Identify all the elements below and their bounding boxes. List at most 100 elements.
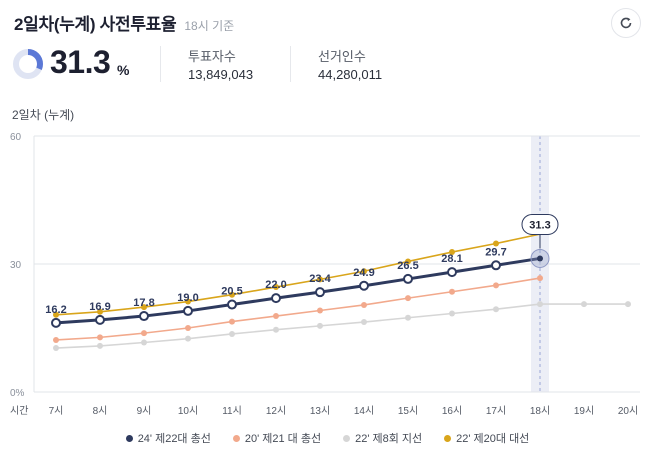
voters-label: 투표자수 [188,49,236,64]
x-tick-label: 9시 [137,405,152,417]
refresh-button[interactable] [611,8,641,38]
data-point [141,339,147,346]
data-point [493,306,499,313]
turnout-line-chart: 60 30 0% 시간 7시 8시 9시 10시 11시 12시 13시 14시 15시 16시 17시 18… [10,132,640,417]
data-point [141,330,147,337]
data-point [317,322,323,329]
data-point [141,304,147,311]
x-tick-label: 10시 [178,405,198,417]
legend-item[interactable]: 22' 제20대 대선 [444,430,529,446]
legend-label: 20' 제21 대 총선 [244,433,322,445]
electorate-label: 선거인수 [318,49,366,64]
electorate-value: 44,280,011 [318,67,383,82]
data-label: 16.9 [89,301,110,313]
data-label: 23.4 [309,273,331,285]
turnout-rate: 31.3 [50,44,111,80]
data-point [97,308,103,315]
data-label: 19.0 [177,292,198,304]
data-point [491,260,501,271]
series-line [55,256,541,325]
data-point [405,295,411,302]
divider [160,46,161,82]
legend-swatch [125,434,133,442]
x-axis-name: 시간 [10,405,28,417]
x-tick-label: 18시 [530,405,550,417]
x-tick-label: 16시 [442,405,462,417]
data-label: 26.5 [397,260,418,272]
data-point [273,313,279,320]
data-point [273,326,279,333]
x-tick-label: 12시 [266,405,286,417]
legend-swatch [232,434,240,442]
series-line [55,233,541,316]
data-point [361,268,367,275]
highlight-point [537,255,543,262]
time-note: 18시 기준 [184,19,235,33]
data-label: 20.5 [221,286,242,298]
turnout-rate-unit: % [117,62,130,78]
data-point [317,307,323,314]
data-point [625,301,631,308]
data-point [139,311,149,322]
data-point [405,314,411,321]
data-point [493,282,499,289]
callout-label: 31.3 [529,219,550,231]
turnout-donut-icon [13,49,43,79]
data-point [53,311,59,318]
x-tick-label: 11시 [222,405,242,417]
x-tick-label: 7시 [49,405,64,417]
data-point [185,298,191,305]
data-point [361,301,367,308]
data-point [537,275,543,282]
refresh-icon [620,17,632,29]
x-tick-label: 14시 [354,405,374,417]
legend-item[interactable]: 22' 제8회 지선 [343,430,422,446]
header: 2일차(누계) 사전투표율 18시 기준 [14,10,234,35]
data-point [537,301,543,308]
series-line [55,303,628,349]
data-point [317,276,323,283]
divider [290,46,291,82]
y-tick-label: 60 [10,132,22,143]
data-label: 29.7 [485,246,506,258]
voters-value: 13,849,043 [188,67,254,82]
data-point [185,325,191,331]
x-tick-label: 8시 [93,405,108,417]
data-label: 22.0 [265,279,286,291]
data-point [447,267,457,278]
legend-label: 22' 제20대 대선 [456,433,530,445]
data-point [403,273,413,284]
data-point [449,310,455,317]
x-tick-label: 20시 [618,405,638,417]
data-point [449,288,455,295]
y-tick-label: 0% [10,388,25,399]
legend-label: 24' 제22대 총선 [137,433,211,445]
data-label: 24.9 [353,267,374,279]
data-point [53,345,59,352]
legend-item[interactable]: 20' 제21 대 총선 [232,430,322,446]
series-line [55,277,541,341]
data-point [183,305,193,316]
data-point [95,314,105,325]
data-point [273,284,279,291]
data-point [229,291,235,298]
data-point [97,334,103,341]
legend-swatch [444,434,452,442]
x-tick-label: 17시 [486,405,506,417]
data-label: 28.1 [441,253,462,265]
x-tick-label: 15시 [398,405,418,417]
x-tick-label: 13시 [310,405,330,417]
y-tick-label: 30 [10,260,22,271]
data-point [97,342,103,349]
data-point [229,318,235,325]
data-point [229,330,235,337]
legend-item[interactable]: 24' 제22대 총선 [125,430,211,446]
data-point [493,240,499,247]
data-point [449,249,455,256]
data-point [581,301,587,308]
data-label: 16.2 [45,304,66,316]
data-point [405,258,411,265]
legend-swatch [343,434,351,442]
data-point [227,299,237,310]
data-point [361,319,367,326]
